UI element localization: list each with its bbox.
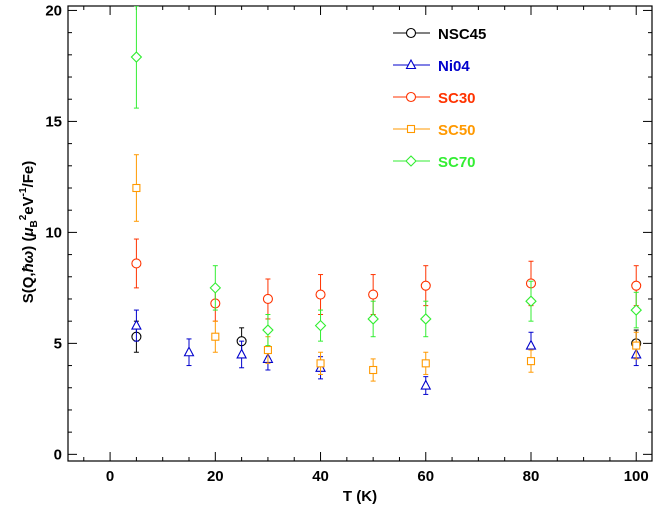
y-tick-label: 15 [45,113,62,130]
square-marker [263,345,272,355]
y-tick-label: 20 [45,2,62,19]
data-series [130,6,642,395]
legend-label: SC70 [438,154,476,171]
diamond-marker [525,295,537,307]
circle-marker [631,280,642,291]
legend-item-sc30: SC30 [393,90,476,107]
legend: NSC45 Ni04 SC30 SC50 SC70 [393,26,486,171]
triangle-marker [405,58,417,70]
legend-label: Ni04 [438,58,470,75]
series-sc50 [132,154,641,382]
diamond-marker [405,155,417,167]
diamond-marker [209,282,222,294]
axis-ticks [68,6,652,461]
x-tick-label: 60 [417,468,434,485]
x-axis-label: T (K) [343,488,377,505]
circle-marker [368,289,379,300]
legend-label: NSC45 [438,26,486,43]
triangle-marker [130,319,142,330]
square-marker [132,183,141,193]
circle-marker [405,27,417,39]
diamond-marker [367,313,379,325]
circle-marker [315,289,326,300]
circle-marker [131,258,142,269]
x-tick-label: 80 [523,468,540,485]
square-marker [526,357,536,366]
x-tick-label: 100 [624,468,649,485]
triangle-marker [525,339,537,350]
circle-marker [405,91,417,103]
circle-marker [262,293,273,305]
circle-marker [420,280,431,291]
triangle-marker [236,348,248,359]
triangle-marker [183,346,195,357]
square-marker [211,332,220,341]
x-tick-label: 40 [312,468,329,485]
tick-labels: 0 20 40 60 80 100 0 5 10 15 20 [45,2,648,485]
square-marker [406,124,416,134]
triangle-marker [420,379,432,390]
y-axis-label: S(Q,ħω) (μB2eV-1/Fe) [18,161,40,304]
diamond-marker [130,51,143,63]
diamond-marker [630,304,642,316]
plot-frame [67,5,653,462]
x-tick-label: 0 [106,468,114,485]
legend-item-sc70: SC70 [393,154,476,171]
diamond-marker [314,319,327,332]
legend-item-sc50: SC50 [393,122,476,139]
series-nsc45 [131,320,642,358]
square-marker [316,359,325,368]
square-marker [421,359,430,368]
y-tick-label: 5 [54,335,62,352]
legend-item-nsc45: NSC45 [393,26,486,43]
diamond-marker [262,324,274,336]
square-marker [632,341,641,350]
legend-label: SC50 [438,122,476,139]
legend-label: SC30 [438,90,476,107]
series-ni04 [130,309,642,395]
series-sc70 [130,6,642,347]
y-tick-label: 10 [45,224,62,241]
square-marker [369,365,378,375]
x-tick-label: 20 [207,468,224,485]
series-sc30 [131,238,642,322]
legend-item-ni04: Ni04 [393,58,470,75]
diamond-marker [419,313,432,325]
y-tick-label: 0 [54,446,62,463]
